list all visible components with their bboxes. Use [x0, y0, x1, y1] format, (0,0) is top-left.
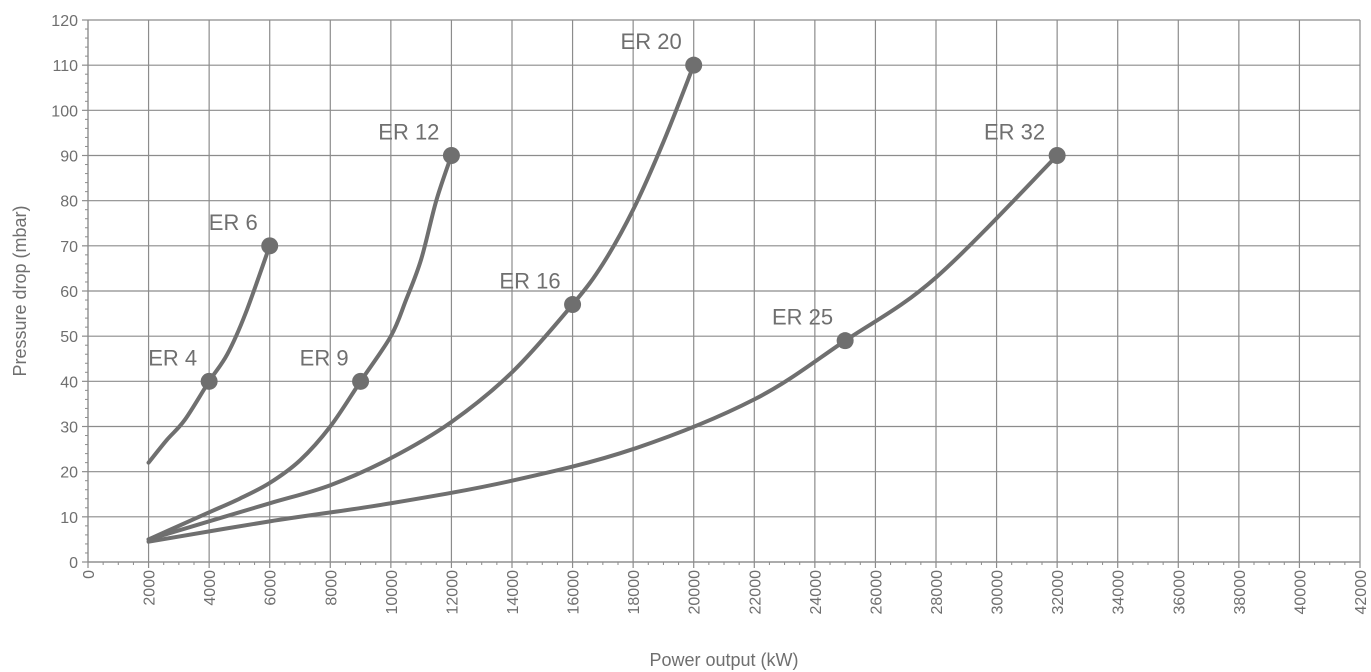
- data-point: [564, 296, 582, 314]
- x-tick-label: 0: [81, 570, 98, 579]
- y-tick-label: 120: [51, 13, 78, 30]
- data-point: [1048, 147, 1066, 164]
- x-tick-label: 38000: [1232, 570, 1249, 615]
- x-tick-label: 30000: [990, 570, 1007, 615]
- x-tick-label: 6000: [263, 570, 280, 606]
- y-tick-label: 0: [69, 555, 78, 572]
- x-axis-title: Power output (kW): [649, 650, 798, 670]
- markers: ER 4 ER 6 ER 9 ER 12 ER 16 ER 20 ER 25 ER 32: [148, 29, 1066, 390]
- y-tick-label: 40: [60, 374, 78, 391]
- data-label: ER 20: [621, 29, 682, 54]
- data-point: [200, 372, 218, 390]
- series-line: [146, 153, 1060, 544]
- series-line: [146, 153, 454, 542]
- data-point: [261, 237, 279, 255]
- y-tick-label: 70: [60, 239, 78, 256]
- x-tick-label: 4000: [202, 570, 219, 606]
- x-tick-label: 34000: [1111, 570, 1128, 615]
- data-label: ER 32: [984, 120, 1045, 145]
- data-label: ER 6: [209, 210, 258, 235]
- y-tick-label: 30: [60, 420, 78, 437]
- x-tick-label: 24000: [808, 570, 825, 615]
- axes: 0 10 20 30 40 50 60 70 80 90 100 110 120 0 2000 4000 600…: [51, 13, 1370, 615]
- y-axis-title: Pressure drop (mbar): [10, 205, 30, 376]
- data-point: [836, 332, 854, 350]
- x-tick-label: 26000: [868, 570, 885, 615]
- x-tick-label: 16000: [566, 570, 583, 615]
- x-tick-label: 42000: [1353, 570, 1370, 615]
- y-tick-label: 90: [60, 149, 78, 166]
- y-tick-label: 10: [60, 510, 78, 527]
- data-label: ER 4: [148, 345, 197, 370]
- data-point: [685, 56, 703, 74]
- y-tick-label: 100: [51, 103, 78, 120]
- x-tick-label: 18000: [626, 570, 643, 615]
- x-tick-label: 32000: [1050, 570, 1067, 615]
- x-tick-label: 2000: [142, 570, 159, 606]
- y-tick-label: 60: [60, 284, 78, 301]
- y-tick-label: 50: [60, 329, 78, 346]
- x-tick-label: 20000: [687, 570, 704, 615]
- data-label: ER 12: [378, 120, 439, 145]
- curves: [146, 63, 1060, 544]
- data-point: [352, 372, 370, 390]
- grid: [87, 19, 1361, 563]
- x-tick-label: 40000: [1292, 570, 1309, 615]
- x-tick-label: 14000: [505, 570, 522, 615]
- y-tick-label: 110: [52, 58, 78, 75]
- x-tick-label: 8000: [323, 570, 340, 606]
- x-tick-label: 28000: [929, 570, 946, 615]
- data-label: ER 16: [499, 269, 560, 294]
- x-tick-label: 12000: [444, 570, 461, 615]
- data-label: ER 9: [300, 345, 349, 370]
- x-tick-label: 22000: [747, 570, 764, 615]
- x-tick-label: 10000: [384, 570, 401, 615]
- y-tick-label: 20: [60, 465, 78, 482]
- data-label: ER 25: [772, 305, 833, 330]
- series-line: [146, 63, 696, 542]
- x-tick-label: 36000: [1171, 570, 1188, 615]
- y-tick-label: 80: [60, 194, 78, 211]
- data-point: [442, 147, 460, 164]
